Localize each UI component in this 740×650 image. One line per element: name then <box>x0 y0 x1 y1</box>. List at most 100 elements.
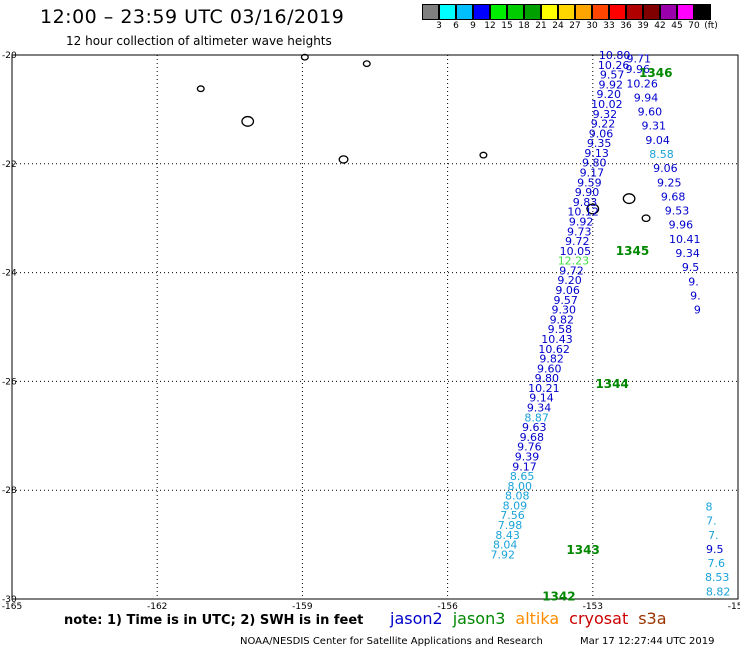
wave-height-value: 9.06 <box>653 162 678 175</box>
legend-swatch <box>541 4 558 20</box>
legend-swatch <box>626 4 643 20</box>
wave-height-value: 9.72 <box>559 264 584 277</box>
islands <box>196 53 651 223</box>
island-outline <box>241 115 255 127</box>
wave-height-value: 9.17 <box>580 167 605 180</box>
wave-height-value: 9.22 <box>591 118 616 131</box>
wave-height-value: 9.17 <box>512 460 537 473</box>
wave-height-value: 8.09 <box>503 499 528 512</box>
wave-height-value: 8 <box>705 501 712 514</box>
satellite-name: altika <box>515 609 560 628</box>
page-title: 12:00 – 23:59 UTC 03/16/2019 <box>40 6 345 28</box>
wave-height-value: 9.96 <box>626 63 651 76</box>
wave-height-value: 9.96 <box>669 219 694 232</box>
x-tick-label: -162 <box>147 602 167 612</box>
x-tick-label: -153 <box>583 602 603 612</box>
wave-height-value: 9.72 <box>565 235 590 248</box>
legend-swatch <box>507 4 524 20</box>
credit-line: NOAA/NESDIS Center for Satellite Applica… <box>240 636 543 647</box>
wave-height-value: 9 <box>694 304 701 317</box>
wave-height-value: 9.30 <box>552 304 577 317</box>
x-tick-label: -150 <box>728 602 740 612</box>
wave-height-value: 10.21 <box>528 382 560 395</box>
legend-tick-label: 9 <box>470 21 476 31</box>
x-tick-label: -156 <box>437 602 458 612</box>
wave-height-value: 9.06 <box>555 284 580 297</box>
wave-height-value: 8.65 <box>510 470 535 483</box>
wave-height-value: 7.6 <box>707 557 725 570</box>
wave-height-value: 9. <box>688 275 699 288</box>
legend-tick-label: 42 <box>654 21 666 31</box>
legend-tick-label: 15 <box>501 21 513 31</box>
wave-height-value: 9.82 <box>550 313 575 326</box>
wave-height-value: 9.32 <box>593 108 618 121</box>
wave-height-value: 9.35 <box>587 137 612 150</box>
legend-swatch <box>677 4 694 20</box>
altimeter-tracks: 10.8010.269.579.929.2010.029.329.229.069… <box>491 49 731 598</box>
legend-tick-label: 24 <box>552 21 564 31</box>
wave-height-value: 10.80 <box>599 49 631 62</box>
y-tick-label: -28 <box>2 486 17 496</box>
legend-tick-label: (ft) <box>704 21 718 31</box>
wave-height-value: 9.83 <box>573 196 598 209</box>
y-tick-label: -24 <box>2 269 17 279</box>
legend-swatch <box>473 4 490 20</box>
wave-height-value: 7. <box>708 529 719 542</box>
wave-height-value: 9.57 <box>600 69 625 82</box>
satellite-legend: jason2 jason3 altika cryosat s3a <box>390 609 677 628</box>
y-tick-label: -30 <box>2 595 17 605</box>
legend-swatches <box>422 4 711 20</box>
wave-height-value: 8.87 <box>524 411 549 424</box>
wave-height-value: 10.62 <box>538 343 570 356</box>
time-label: 1343 <box>566 543 599 557</box>
wave-height-value: 7.92 <box>491 548 516 561</box>
x-tick-label: -159 <box>292 602 313 612</box>
wave-height-value: 9.82 <box>539 353 564 366</box>
wave-height-value: 9.53 <box>665 205 690 218</box>
satellite-name: jason3 <box>452 609 506 628</box>
wave-height-value: 9.94 <box>634 91 659 104</box>
island-outline <box>300 53 309 61</box>
wave-height-value: 9.80 <box>535 372 560 385</box>
wave-height-value: 10.26 <box>626 77 658 90</box>
time-label: 1346 <box>639 66 672 80</box>
wave-height-value: 8.82 <box>706 585 731 598</box>
wave-height-value: 9.60 <box>638 106 663 119</box>
island-outline <box>479 151 488 159</box>
wave-height-value: 9.20 <box>557 274 582 287</box>
wave-height-value: 10.26 <box>598 59 630 72</box>
legend-tick-label: 21 <box>535 21 547 31</box>
wave-height-value: 12.23 <box>558 255 590 268</box>
wave-height-value: 9.68 <box>520 431 545 444</box>
time-labels: 1346 1345 1344 1343 1342 <box>542 66 672 603</box>
page-subtitle: 12 hour collection of altimeter wave hei… <box>66 34 332 48</box>
legend-swatch <box>558 4 575 20</box>
wave-height-value: 9.34 <box>675 247 700 260</box>
wave-height-value: 10.43 <box>541 333 573 346</box>
wave-height-value: 9.92 <box>598 78 623 91</box>
legend-swatch <box>694 4 711 20</box>
legend-tick-label: 30 <box>586 21 598 31</box>
wave-height-value: 10.41 <box>669 233 701 246</box>
y-tick-label: -20 <box>2 51 17 61</box>
time-label: 1344 <box>595 377 628 391</box>
island-outline <box>586 203 600 215</box>
wave-height-value: 9.31 <box>642 120 667 133</box>
wave-height-value: 8.00 <box>507 480 532 493</box>
time-label: 1345 <box>616 244 649 258</box>
legend-swatch <box>524 4 541 20</box>
satellite-name: s3a <box>638 609 667 628</box>
legend-swatch <box>575 4 592 20</box>
legend-swatch <box>643 4 660 20</box>
wave-height-value: 9.92 <box>569 215 594 228</box>
wave-height-value: 9.68 <box>661 190 686 203</box>
satellite-name: jason2 <box>390 609 443 628</box>
wave-height-value: 9.80 <box>582 157 607 170</box>
wave-height-value: 9.34 <box>527 402 552 415</box>
x-tick-label: -165 <box>2 602 22 612</box>
wave-height-value: 7.56 <box>500 509 525 522</box>
wave-height-value: 9.90 <box>575 186 600 199</box>
wave-height-value: 9.14 <box>529 392 554 405</box>
island-outline <box>196 85 205 93</box>
